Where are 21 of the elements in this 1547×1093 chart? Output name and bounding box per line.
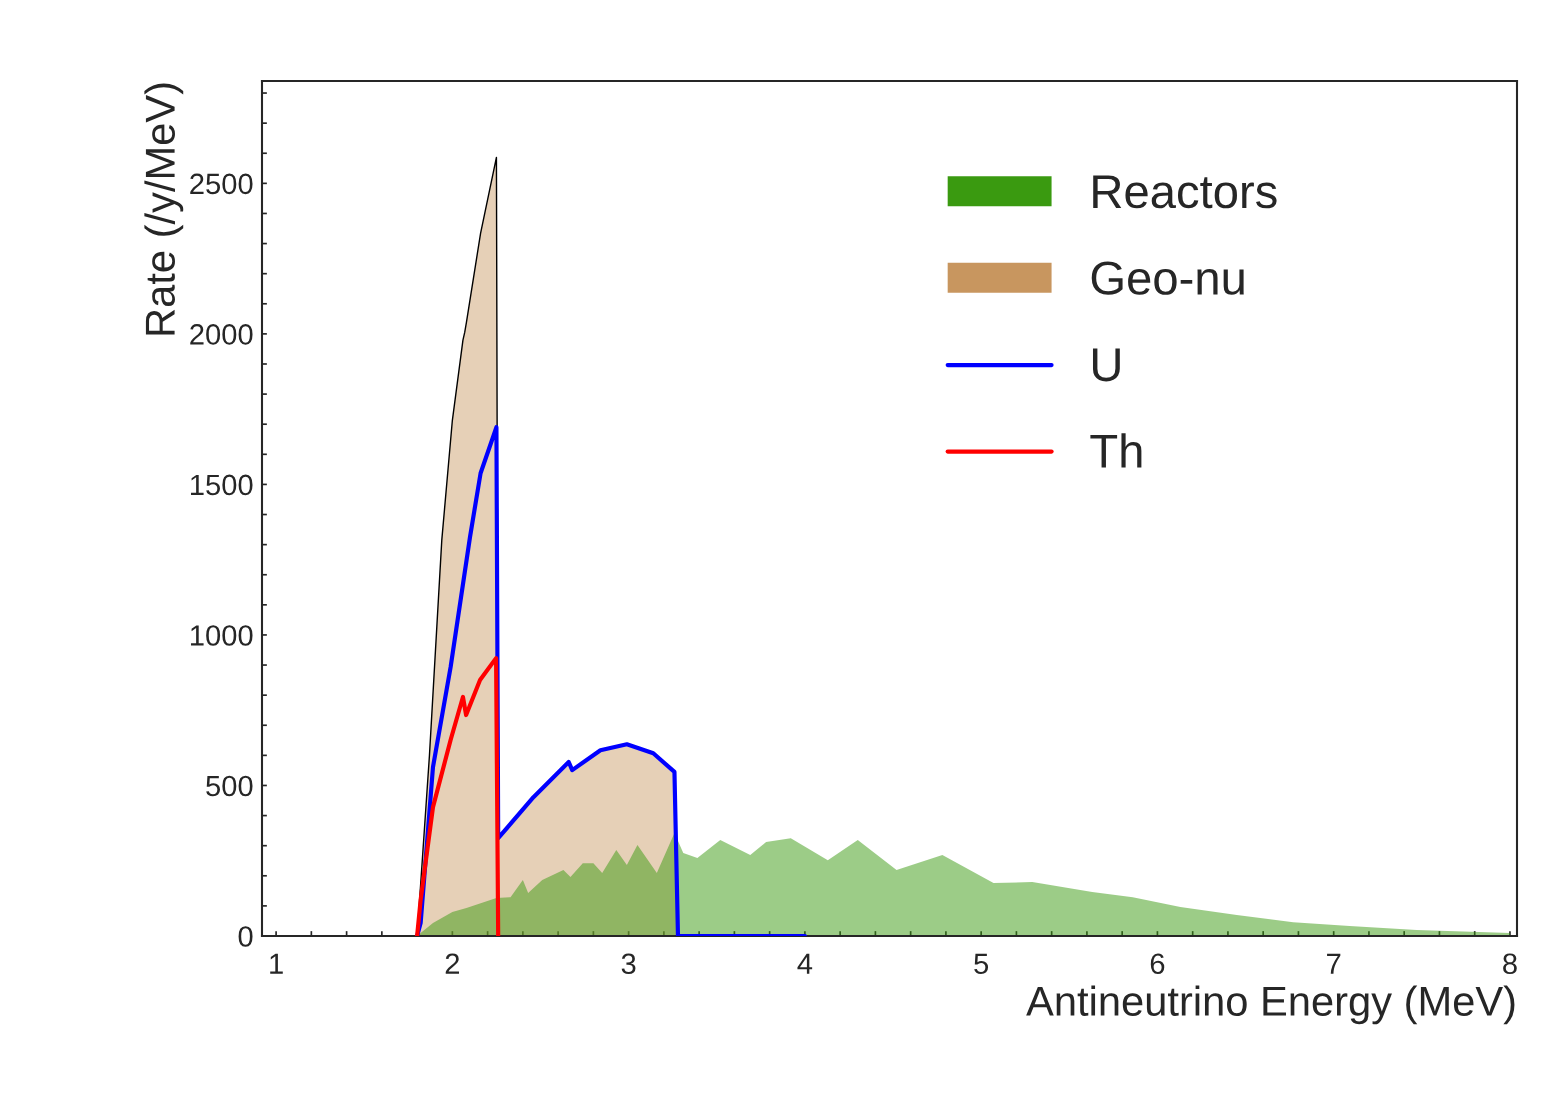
y-tick-label: 500	[206, 775, 253, 797]
x-tick-label: 8	[1503, 953, 1517, 975]
legend-label: U	[1092, 348, 1120, 382]
y-tick-label: 2000	[190, 324, 253, 345]
x-tick-label: 3	[621, 953, 636, 975]
x-tick-label: 7	[1327, 953, 1341, 974]
x-tick-label: 5	[974, 953, 989, 975]
y-tick-label: 1500	[191, 474, 253, 496]
y-axis-title: Rate (/y/MeV)	[144, 83, 184, 335]
y-tick-label: 1000	[191, 625, 253, 646]
legend-label: Reactors	[1093, 175, 1277, 209]
x-axis-title: Antineutrino Energy (MeV)	[1026, 985, 1515, 1025]
y-tick-label: 0	[238, 926, 253, 947]
x-tick-label: 6	[1150, 953, 1165, 975]
x-tick-label: 2	[445, 953, 460, 974]
x-tick-label: 1	[270, 953, 283, 974]
legend-label: Th	[1090, 433, 1142, 468]
legend-label: Geo-nu	[1091, 261, 1244, 295]
x-tick-label: 4	[797, 953, 813, 974]
line-series	[415, 656, 501, 936]
y-tick-label: 2500	[190, 173, 253, 195]
